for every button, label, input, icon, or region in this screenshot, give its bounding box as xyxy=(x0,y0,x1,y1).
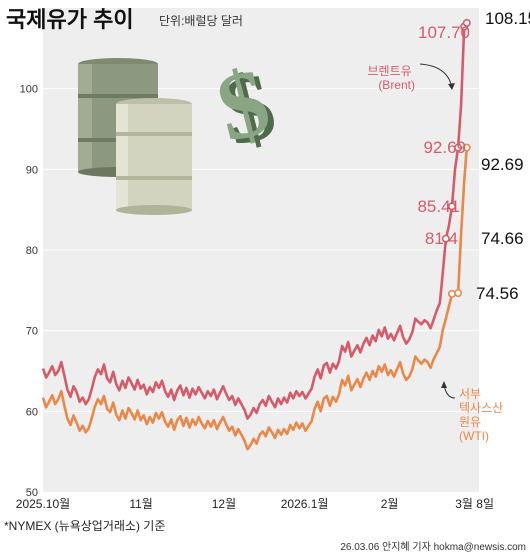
x-tick-label: 3월 8일 xyxy=(455,497,494,511)
y-tick-label: 70 xyxy=(26,326,38,338)
x-axis: 2025.10월 11월 12월 2026.1월 2월 3월 8일 xyxy=(16,497,494,511)
label-brent-92-69: 92.69 xyxy=(423,138,466,157)
x-tick-label: 2026.1월 xyxy=(281,497,329,511)
x-tick-label: 12월 xyxy=(212,497,236,511)
series-line-brent xyxy=(41,22,468,420)
data-points xyxy=(441,18,471,298)
y-tick-label: 50 xyxy=(26,487,38,499)
label-wti-92-69: 92.69 xyxy=(481,155,524,174)
source-note: *NYMEX (뉴욕상업거래소) 기준 xyxy=(4,519,165,533)
label-brent-108-15: 108.15 xyxy=(485,9,530,28)
data-point-marker xyxy=(454,143,463,152)
unit-label: 단위:배럴당 달러 xyxy=(159,14,243,28)
legend-brent-arrowhead xyxy=(448,83,455,90)
y-tick-label: 90 xyxy=(26,164,38,176)
label-wti-74-66: 74.66 xyxy=(481,229,524,248)
data-point-marker xyxy=(462,143,471,152)
legend-wti-arrowhead xyxy=(441,381,447,388)
data-point-marker xyxy=(462,18,471,27)
label-wti-74-56: 74.56 xyxy=(476,284,519,303)
x-tick-label: 11월 xyxy=(129,497,153,511)
page-title: 국제유가 추이 xyxy=(6,7,134,32)
x-tick-label: 2025.10월 xyxy=(16,497,70,511)
data-point-marker xyxy=(454,289,463,298)
label-brent-107-70: 107.70 xyxy=(418,23,470,42)
y-tick-label: 60 xyxy=(26,406,38,418)
x-tick-label: 2월 xyxy=(381,497,399,511)
y-axis: 50 60 70 80 90 100 xyxy=(20,84,38,499)
y-tick-label: 80 xyxy=(26,245,38,257)
legend-wti: 서부 텍사스산 원유 (WTI) xyxy=(459,387,507,443)
data-point-marker xyxy=(447,202,456,211)
oil-barrels-icon xyxy=(78,58,192,215)
series-line-wti xyxy=(41,147,469,451)
label-brent-85-41: 85.41 xyxy=(417,197,460,216)
y-tick-label: 100 xyxy=(20,84,38,96)
credit-line: 26.03.06 안지혜 기자 hokma@newsis.com xyxy=(340,541,526,553)
legend-brent: 브렌트유 (Brent) xyxy=(367,64,415,92)
label-brent-81-4: 81.4 xyxy=(425,229,458,248)
data-point-marker xyxy=(441,234,450,243)
